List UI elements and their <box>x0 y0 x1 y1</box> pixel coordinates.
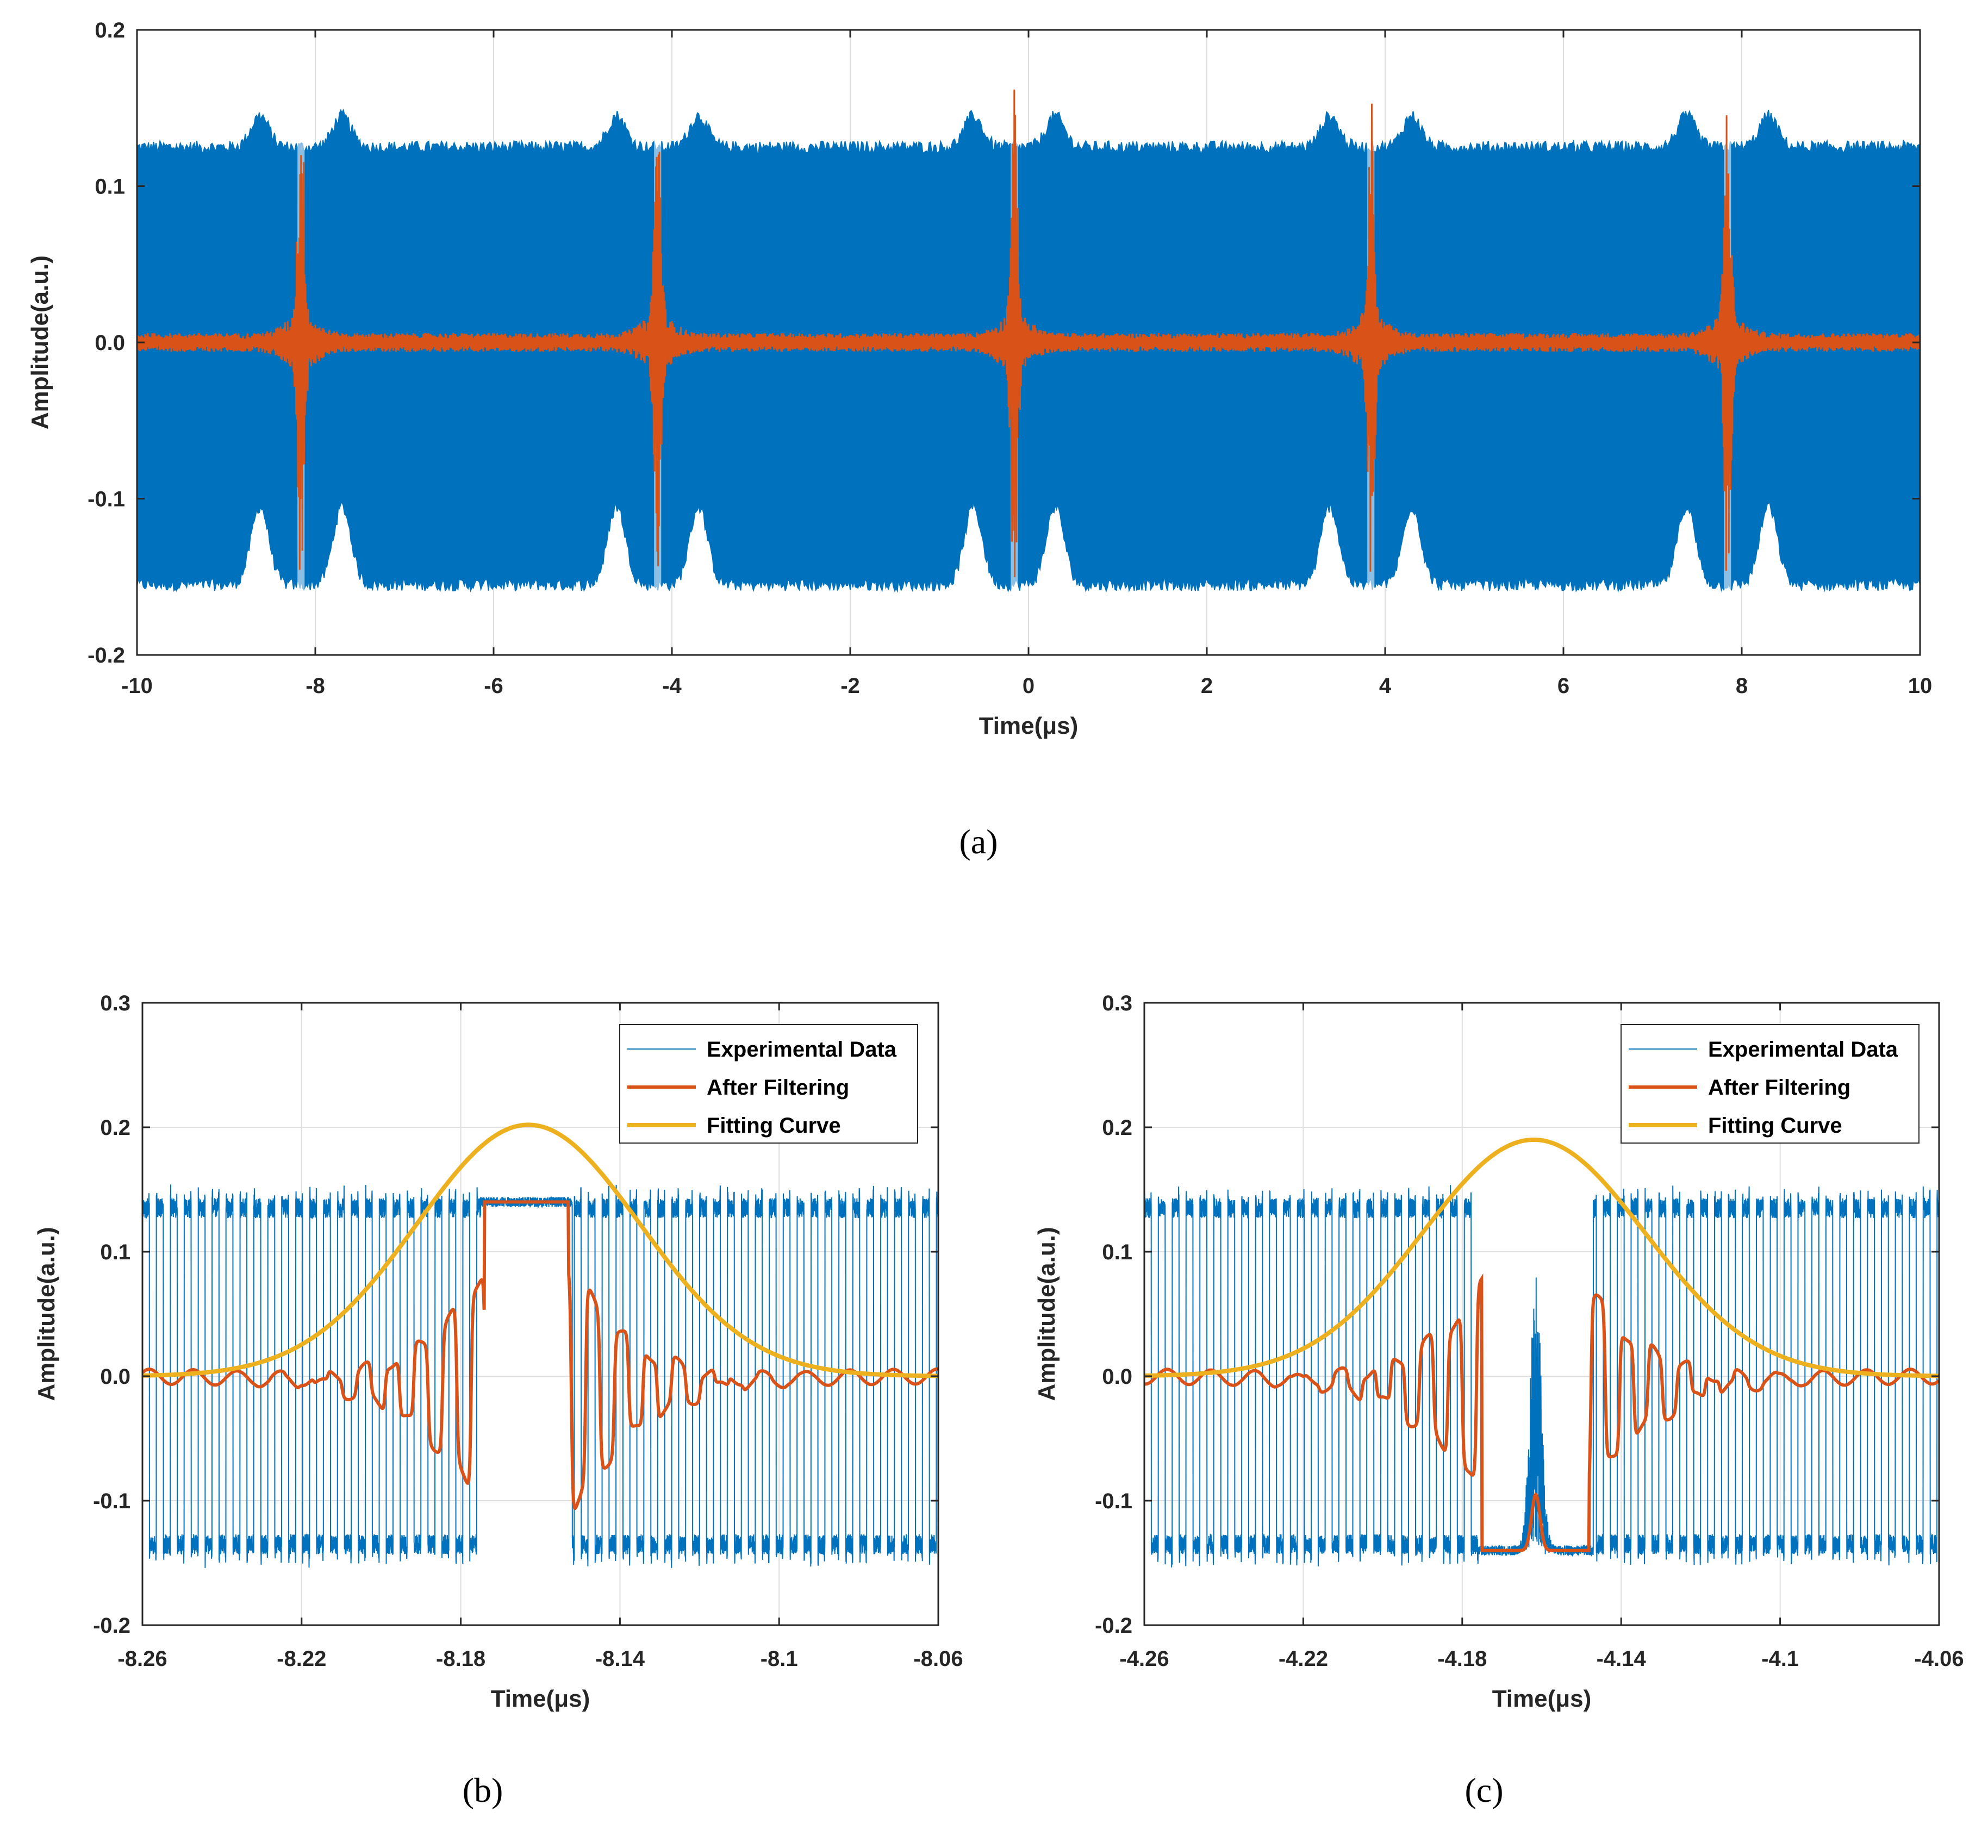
x-tick-label: -4.06 <box>1914 1647 1964 1671</box>
y-tick-label: 0.3 <box>1102 991 1132 1015</box>
x-tick-label: -4.26 <box>1119 1647 1169 1671</box>
x-tick-label: -4.1 <box>1761 1647 1799 1671</box>
after-filtering-line <box>1144 1273 1939 1552</box>
legend: Experimental Data After Filtering Fitting … <box>1621 1024 1920 1144</box>
x-tick-label: 10 <box>1908 674 1933 698</box>
y-tick-label: 0.0 <box>1102 1365 1132 1389</box>
y-tick-label: 0.0 <box>100 1365 130 1389</box>
chart-panel-b: -8.26 -8.22 -8.18 -8.14 -8.1 -8.06 -0.2 -0.1 0.0… <box>33 991 963 1809</box>
y-tick-label: 0.1 <box>1102 1240 1132 1264</box>
y-tick-label: -0.2 <box>93 1614 130 1638</box>
x-tick-label: -4.22 <box>1279 1647 1328 1671</box>
x-axis-label: Time(μs) <box>979 713 1079 739</box>
plot-area <box>142 1122 938 1568</box>
x-tick-label: -8 <box>306 674 325 698</box>
x-tick-label: -8.14 <box>595 1647 645 1671</box>
x-tick-label: -8.1 <box>761 1647 798 1671</box>
x-tick-label: -4.14 <box>1597 1647 1647 1671</box>
plot-area <box>1144 1137 1939 1568</box>
x-tick-label: 0 <box>1023 674 1034 698</box>
x-axis-label: Time(μs) <box>491 1685 590 1712</box>
axes-frame <box>1143 1002 1940 1626</box>
x-tick-label: -8.06 <box>913 1647 963 1671</box>
y-axis-label: Amplitude(a.u.) <box>27 255 53 429</box>
x-tick-label: -8.18 <box>436 1647 485 1671</box>
legend: Experimental Data After Filtering Fitting … <box>619 1024 918 1144</box>
y-tick-label: 0.1 <box>95 175 125 199</box>
legend-entry: After Filtering <box>707 1076 849 1100</box>
y-tick-label: 0.0 <box>95 331 125 355</box>
y-axis-label: Amplitude(a.u.) <box>33 1227 60 1401</box>
filtered-trace <box>136 89 1921 577</box>
x-axis-label: Time(μs) <box>1492 1685 1592 1712</box>
x-tick-label: -2 <box>840 674 860 698</box>
chart-panel-c: -4.26 -4.22 -4.18 -4.14 -4.1 -4.06 -0.2 -0.1 0.0… <box>1033 991 1964 1809</box>
y-tick-label: 0.1 <box>100 1240 130 1264</box>
fitting-curve-line <box>1144 1137 1939 1378</box>
experimental-data-line <box>1144 1185 1939 1568</box>
after-filtering-line <box>142 1200 938 1510</box>
x-tick-label: -8.26 <box>117 1647 167 1671</box>
y-tick-label: 0.3 <box>100 991 130 1015</box>
legend-entry: Experimental Data <box>707 1038 897 1062</box>
y-tick-label: -0.1 <box>93 1489 130 1513</box>
chart-panel-a: -10 -8 -6 -4 -2 0 2 4 6 8 10 -0.2 -0.1 0.0 0.1 0.2 Time(… <box>27 18 1932 861</box>
x-tick-label: -10 <box>121 674 153 698</box>
x-tick-label: 6 <box>1557 674 1569 698</box>
x-tick-label: 8 <box>1736 674 1748 698</box>
panel-caption: (a) <box>959 822 998 861</box>
y-tick-label: -0.1 <box>1095 1489 1132 1513</box>
x-tick-label: -6 <box>484 674 503 698</box>
fitting-curve-line <box>142 1122 938 1378</box>
x-tick-label: -4 <box>662 674 682 698</box>
y-tick-label: -0.1 <box>88 488 125 511</box>
y-tick-label: 0.2 <box>1102 1116 1132 1140</box>
legend-entry: Fitting Curve <box>707 1114 841 1138</box>
y-tick-label: 0.2 <box>100 1116 130 1140</box>
x-tick-label: 2 <box>1201 674 1213 698</box>
y-axis-label: Amplitude(a.u.) <box>1033 1227 1060 1401</box>
axes-frame <box>141 1002 939 1626</box>
y-tick-label: -0.2 <box>1095 1614 1132 1638</box>
legend-entry: Experimental Data <box>1708 1038 1898 1062</box>
y-tick-label: 0.2 <box>95 18 125 42</box>
y-tick-label: -0.2 <box>88 644 125 667</box>
x-tick-label: -4.18 <box>1437 1647 1487 1671</box>
x-tick-label: 4 <box>1379 674 1392 698</box>
panel-caption: (c) <box>1464 1771 1503 1809</box>
x-tick-label: -8.22 <box>277 1647 326 1671</box>
legend-entry: After Filtering <box>1708 1076 1850 1100</box>
panel-caption: (b) <box>463 1771 503 1809</box>
legend-entry: Fitting Curve <box>1708 1114 1842 1138</box>
